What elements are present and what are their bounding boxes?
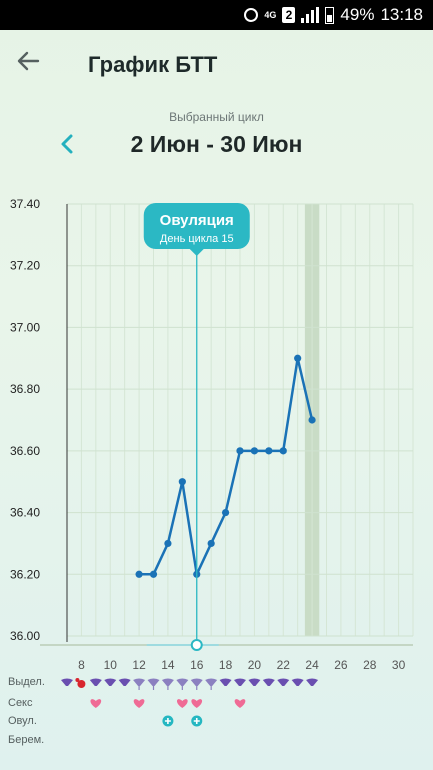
discharge-icon — [205, 678, 218, 686]
ovulation-tooltip — [143, 203, 250, 249]
discharge-icon — [234, 678, 246, 686]
discharge-icon — [262, 678, 275, 686]
discharge-icon — [277, 678, 290, 686]
spotting-icon — [75, 678, 80, 682]
discharge-icon — [190, 678, 203, 686]
page-title: График БТТ — [88, 52, 218, 77]
x-tick-label: 12 — [132, 658, 146, 672]
discharge-icon — [118, 678, 131, 686]
y-tick-label: 36.60 — [10, 444, 40, 458]
x-tick-label: 8 — [78, 658, 85, 672]
temperature-point — [164, 539, 172, 548]
app-header: График БТТ — [0, 30, 433, 100]
chart-grid — [40, 203, 414, 646]
temperature-point — [178, 478, 186, 486]
heart-icon — [234, 699, 246, 708]
row-label-pregnancy: Берем. — [8, 734, 45, 746]
discharge-icon — [133, 678, 146, 686]
discharge-icon — [219, 678, 232, 686]
y-tick-label: 36.40 — [10, 506, 40, 520]
temperature-point — [135, 570, 143, 578]
x-tick-label: 30 — [392, 658, 406, 672]
temperature-point — [149, 570, 158, 578]
y-tick-label: 36.00 — [10, 629, 40, 643]
spotting-icon — [77, 680, 86, 688]
ovulation-plus-icon — [193, 718, 200, 724]
x-tick-label: 18 — [219, 658, 233, 672]
x-tick-label: 26 — [334, 658, 348, 672]
x-tick-label: 16 — [190, 658, 204, 672]
y-tick-label: 36.80 — [10, 382, 40, 396]
status-icons: 4G 2 49% 13:18 — [244, 0, 423, 30]
row-label-ovulation: Овул. — [8, 715, 37, 727]
ovulation-tooltip-pointer — [189, 249, 204, 256]
row-label-sex: Секс — [8, 697, 33, 709]
discharge-icon — [176, 678, 189, 686]
x-tick-label: 22 — [277, 658, 291, 672]
battery-level: 49% — [340, 5, 375, 24]
temperature-point — [279, 447, 287, 455]
status-bar: 4G 2 49% 13:18 — [0, 0, 433, 30]
x-axis-labels: 8 10 12 14 16 18 20 22 24 26 28 30 — [78, 658, 406, 672]
x-tick-label: 10 — [104, 658, 118, 672]
row-label-discharge: Выдел. — [8, 676, 45, 688]
y-tick-label: 36.20 — [10, 567, 40, 581]
temperature-point — [294, 354, 302, 362]
y-tick-label: 37.00 — [10, 320, 40, 334]
x-tick-label: 20 — [248, 658, 262, 672]
y-tick-label: 37.40 — [10, 197, 40, 211]
temperature-point — [250, 447, 259, 455]
heart-icon — [176, 699, 188, 708]
cycle-label: Выбранный цикл — [169, 110, 264, 124]
ovulation-plus-icon — [164, 718, 171, 724]
x-tick-label: 24 — [305, 658, 319, 672]
discharge-icon — [104, 678, 117, 686]
heart-icon — [90, 699, 102, 708]
temperature-point — [236, 447, 244, 455]
sim-icon: 2 — [282, 7, 296, 23]
arrow-left-icon[interactable] — [14, 46, 44, 76]
y-tick-label: 37.20 — [10, 259, 40, 273]
x-tick-label: 14 — [161, 658, 175, 672]
network-type-label: 4G — [264, 9, 277, 20]
discharge-icon — [248, 678, 261, 686]
temperature-point — [308, 416, 316, 424]
discharge-icon — [147, 678, 160, 686]
temperature-series — [135, 354, 316, 578]
temperature-point — [265, 447, 273, 455]
ovulation-tooltip-title: Овуляция — [160, 212, 234, 229]
y-axis-labels: 37.40 37.20 37.00 36.80 36.60 36.40 36.20 36.00 — [10, 197, 40, 643]
discharge-icon — [306, 678, 319, 686]
clock: 13:18 — [380, 5, 423, 24]
discharge-icon — [291, 678, 304, 686]
heart-icon — [191, 699, 203, 708]
discharge-icon — [89, 678, 102, 686]
discharge-icon — [61, 678, 73, 686]
ovulation-tooltip-subtitle: День цикла 15 — [160, 233, 234, 245]
cycle-range: 2 Июн - 30 Июн — [130, 131, 303, 157]
bbt-chart[interactable]: 37.40 37.20 37.00 36.80 36.60 36.40 36.20 36.00… — [0, 190, 433, 760]
discharge-icon — [161, 678, 174, 686]
heart-icon — [133, 699, 145, 708]
alarm-icon — [244, 8, 259, 22]
ovulation-slider-handle — [190, 639, 203, 651]
battery-icon — [325, 6, 335, 24]
marker-rows — [61, 678, 319, 727]
chevron-left-icon[interactable] — [56, 132, 78, 156]
x-tick-label: 28 — [363, 658, 377, 672]
ovulation-marker[interactable]: Овуляция День цикла 15 — [143, 203, 250, 651]
signal-icon — [301, 7, 320, 23]
temperature-point — [221, 508, 230, 517]
temperature-point — [207, 539, 215, 548]
